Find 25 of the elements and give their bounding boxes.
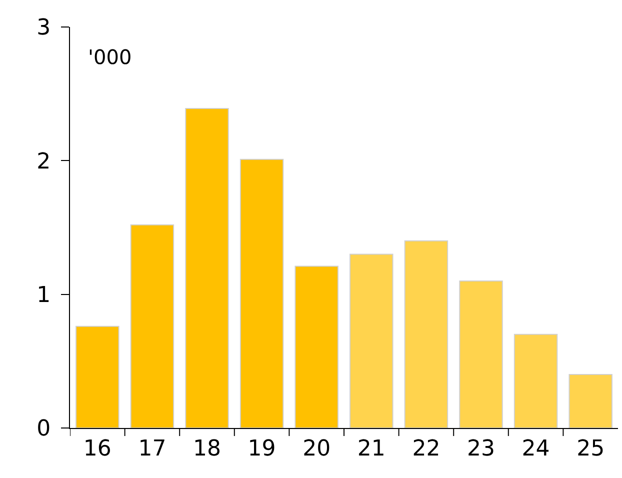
y-tick-label: 1 (36, 283, 51, 308)
x-tick-label: 17 (138, 436, 166, 462)
x-tick-label: 19 (248, 436, 276, 462)
bar (404, 240, 448, 428)
bar (459, 280, 503, 428)
bar (76, 326, 120, 428)
bar (350, 254, 394, 428)
x-tick-label: 20 (302, 436, 331, 462)
bar (185, 108, 229, 428)
x-tick-label: 21 (357, 436, 386, 462)
bar (514, 334, 558, 428)
x-tick-label: 25 (576, 436, 605, 462)
annotation: '000 (88, 45, 132, 69)
bar (130, 224, 174, 428)
x-tick-label: 18 (193, 436, 221, 462)
x-tick-label: 16 (83, 436, 112, 462)
y-tick-label: 2 (36, 149, 51, 174)
x-tick-label: 22 (412, 436, 440, 462)
y-tick-label: 3 (36, 16, 51, 41)
x-tick-label: 24 (522, 436, 550, 462)
bar (240, 158, 284, 428)
x-tick-label: 23 (467, 436, 495, 462)
bar (568, 374, 612, 428)
bar (294, 266, 338, 428)
y-tick-label: 0 (36, 416, 51, 442)
